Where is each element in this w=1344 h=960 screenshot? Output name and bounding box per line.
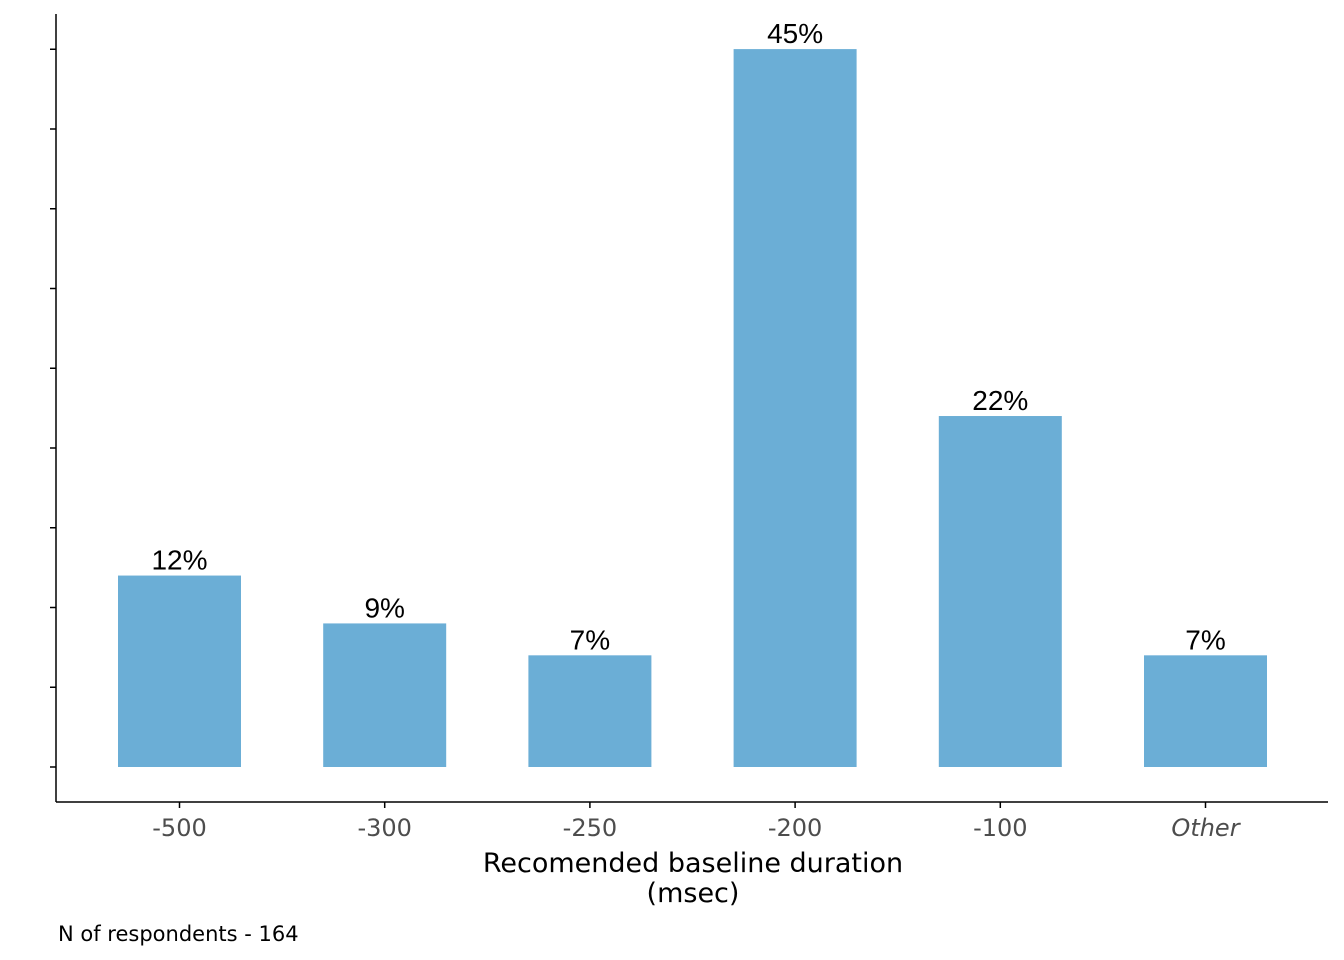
y-axis-ticks: [50, 48, 56, 768]
x-tick-label: -500: [152, 814, 206, 842]
bar-value-label: 7%: [1185, 624, 1225, 655]
bar: [1144, 655, 1267, 767]
x-axis-tick-labels: -500 -300 -250 -200 -100 Other: [152, 814, 1241, 842]
bar: [938, 416, 1062, 767]
x-tick-label: -200: [768, 814, 822, 842]
bar: [323, 623, 447, 767]
bar: [528, 655, 652, 767]
x-tick-label: Other: [1171, 814, 1241, 842]
bar-value-label: 7%: [570, 624, 610, 655]
x-axis-title-line1: Recomended baseline duration: [483, 848, 903, 879]
x-tick-label: -100: [973, 814, 1027, 842]
x-axis-title-line2: (msec): [647, 878, 740, 909]
x-tick-label: -250: [563, 814, 617, 842]
bar-value-label: 12%: [151, 545, 207, 576]
x-tick-label: -300: [357, 814, 411, 842]
bar-value-label: 22%: [972, 385, 1028, 416]
respondents-caption: N of respondents - 164: [58, 922, 299, 946]
x-axis-ticks: [178, 802, 1207, 808]
bar-value-label: 45%: [767, 18, 823, 49]
bar-value-label: 9%: [364, 592, 404, 623]
bar: [118, 575, 241, 767]
bar-value-labels: 12% 9% 7% 45% 22% 7%: [151, 18, 1225, 655]
bars: [118, 49, 1267, 767]
bar: [733, 49, 857, 767]
